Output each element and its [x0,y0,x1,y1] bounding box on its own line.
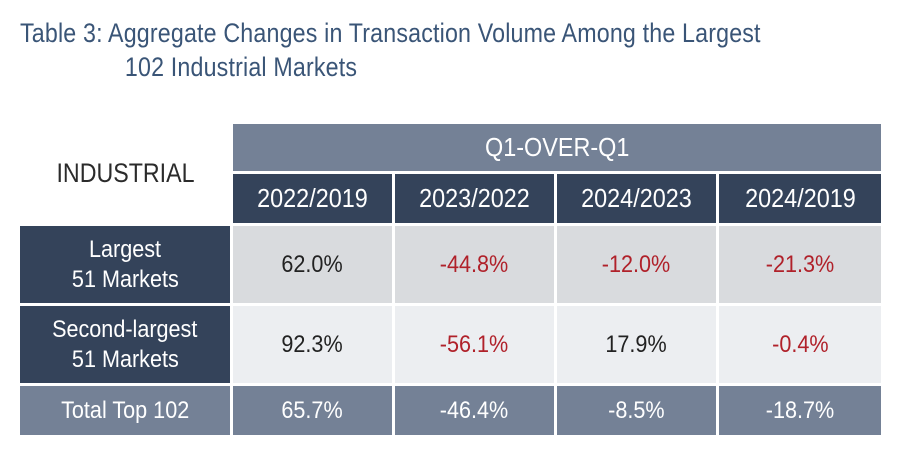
title-line-2: 102 Industrial Markets [20,50,768,84]
row-label: Second-largest 51 Markets [20,306,230,383]
table-cell: -21.3% [719,226,881,303]
cell-value: 92.3% [282,331,343,359]
group-header-label: Q1-OVER-Q1 [485,132,629,163]
column-header-label: 2023/2022 [419,183,530,214]
cell-value: 62.0% [282,251,343,279]
column-header: 2024/2019 [719,174,881,223]
total-value: -8.5% [608,397,664,425]
row-label: Largest 51 Markets [20,226,230,303]
total-value: 65.7% [282,397,343,425]
row-label-line-1: Largest [89,235,161,265]
row-label-line-2: 51 Markets [72,265,179,295]
title-line-1: Table 3: Aggregate Changes in Transactio… [20,16,768,50]
table-cell: 92.3% [233,306,392,383]
row-label-line-2: 51 Markets [72,345,179,375]
total-value: -18.7% [766,397,834,425]
column-header: 2022/2019 [233,174,392,223]
cell-value: -12.0% [602,251,670,279]
corner-label: INDUSTRIAL [35,158,216,189]
column-header: 2024/2023 [557,174,716,223]
table-title: Table 3: Aggregate Changes in Transactio… [20,16,768,84]
column-header-label: 2022/2019 [257,183,368,214]
total-cell: -18.7% [719,386,881,435]
cell-value: -56.1% [440,331,508,359]
total-cell: -8.5% [557,386,716,435]
total-value: -46.4% [440,397,508,425]
table-cell: 62.0% [233,226,392,303]
group-header: Q1-OVER-Q1 [233,124,881,171]
table-cell: -56.1% [395,306,554,383]
column-header-label: 2024/2019 [745,183,856,214]
row-label-line-1: Second-largest [52,315,197,345]
table-cell: -0.4% [719,306,881,383]
cell-value: 17.9% [606,331,667,359]
total-row-label-text: Total Top 102 [61,397,189,425]
cell-value: -0.4% [772,331,828,359]
cell-value: -21.3% [766,251,834,279]
table-cell: -44.8% [395,226,554,303]
total-row-label: Total Top 102 [20,386,230,435]
total-cell: 65.7% [233,386,392,435]
table-cell: 17.9% [557,306,716,383]
column-header-label: 2024/2023 [581,183,692,214]
column-header: 2023/2022 [395,174,554,223]
cell-value: -44.8% [440,251,508,279]
table-cell: -12.0% [557,226,716,303]
total-cell: -46.4% [395,386,554,435]
